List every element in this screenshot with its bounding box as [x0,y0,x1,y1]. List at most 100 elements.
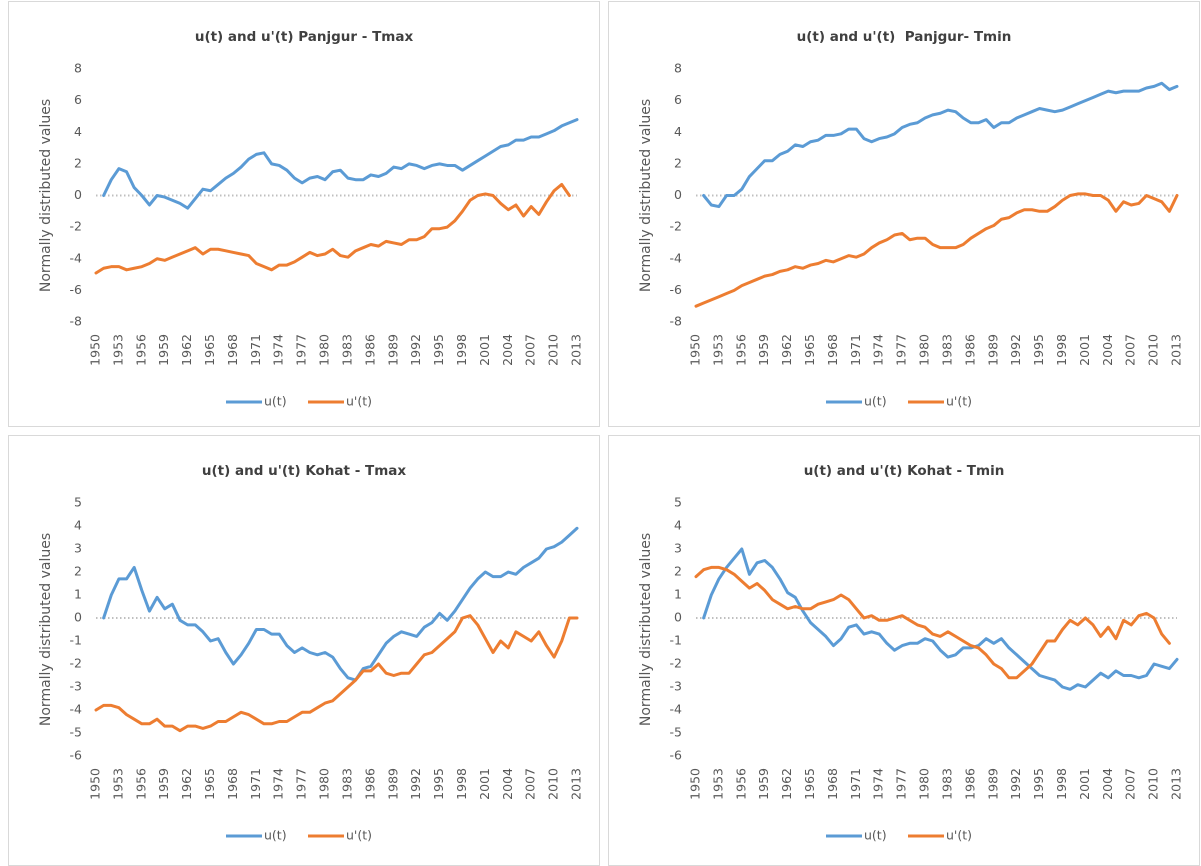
data-line [102,526,579,682]
x-tick-label: 1959 [156,334,171,366]
y-tick-label: 2 [674,155,682,170]
x-tick-label: 2004 [1100,768,1115,800]
y-axis-label: Normally distributed values [38,533,54,726]
x-tick-label: 1962 [779,334,794,366]
x-tick-label: 1968 [225,768,240,800]
y-tick-label: -6 [670,748,683,763]
x-tick-label: 1980 [317,768,332,800]
x-tick-label: 1980 [917,334,932,366]
y-tick-label: -4 [670,250,683,265]
y-tick-label: -4 [670,702,683,717]
x-tick-label: 1959 [756,768,771,800]
x-tick-label: 2001 [477,768,492,800]
legend-label: u'(t) [946,394,972,409]
x-tick-label: 1971 [248,768,263,800]
legend-label: u'(t) [346,394,372,409]
chart-title: u(t) and u'(t) Kohat - Tmin [804,463,1005,479]
data-line [702,81,1179,209]
x-tick-label: 1965 [202,768,217,800]
x-tick-label: 1956 [733,334,748,366]
panel-border [608,1,1200,427]
x-tick-label: 1989 [385,334,400,366]
x-tick-label: 2004 [500,768,515,800]
x-tick-label: 1950 [88,768,103,800]
y-tick-label: 4 [74,124,82,139]
y-tick-label: -1 [70,633,82,648]
x-tick-label: 1986 [962,334,977,366]
x-tick-label: 2004 [500,334,515,366]
y-tick-label: 6 [74,92,82,107]
panel-border [8,1,600,427]
x-tick-label: 1956 [133,768,148,800]
x-tick-label: 2007 [1123,768,1138,800]
x-tick-label: 2010 [546,768,561,800]
x-tick-label: 2010 [1146,334,1161,366]
x-tick-label: 1959 [156,768,171,800]
chart-panel: u(t) and u'(t) Kohat - Tmax Normally dist… [38,463,584,843]
y-tick-label: 1 [674,587,682,602]
data-line [94,182,571,275]
x-tick-label: 1977 [894,768,909,800]
x-tick-label: 1965 [202,334,217,366]
x-tick-label: 1983 [339,768,354,800]
x-tick-label: 2001 [477,334,492,366]
x-tick-label: 1971 [248,334,263,366]
y-tick-label: 4 [674,518,682,533]
y-tick-label: 5 [74,495,82,510]
y-tick-label: -3 [70,679,82,694]
y-tick-label: 8 [674,61,682,76]
x-tick-label: 2001 [1077,768,1092,800]
x-tick-label: 1977 [894,334,909,366]
chart-panel: u(t) and u'(t) Panjgur - Tmax Normally di… [38,29,584,409]
chart-title: u(t) and u'(t) Panjgur- Tmin [797,29,1012,45]
y-tick-label: -2 [70,656,82,671]
x-tick-label: 1965 [802,768,817,800]
chart-panel: u(t) and u'(t) Kohat - Tmin Normally dist… [638,463,1184,843]
legend-label: u'(t) [946,828,972,843]
x-tick-label: 1971 [848,334,863,366]
x-tick-label: 1983 [339,334,354,366]
x-tick-label: 1974 [871,334,886,366]
x-tick-label: 1992 [1008,334,1023,366]
x-tick-label: 1998 [1054,768,1069,800]
y-tick-label: -4 [70,702,83,717]
y-tick-label: -8 [670,314,683,329]
y-tick-label: 8 [74,61,82,76]
x-tick-label: 1959 [756,334,771,366]
x-tick-label: 1974 [871,768,886,800]
y-tick-label: -8 [70,314,83,329]
x-tick-label: 1986 [362,334,377,366]
x-tick-label: 1995 [431,768,446,800]
x-tick-label: 1962 [179,768,194,800]
x-tick-label: 2004 [1100,334,1115,366]
x-tick-label: 2013 [1169,334,1184,366]
x-tick-label: 1989 [985,768,1000,800]
x-tick-label: 2010 [546,334,561,366]
legend-label: u(t) [264,394,287,409]
legend-label: u(t) [264,828,287,843]
x-tick-label: 1995 [1031,768,1046,800]
x-tick-label: 1995 [1031,334,1046,366]
x-tick-label: 1986 [962,768,977,800]
y-tick-label: 5 [674,495,682,510]
y-axis-label: Normally distributed values [38,99,54,292]
y-tick-label: -2 [670,219,682,234]
x-tick-label: 2013 [1169,768,1184,800]
x-tick-label: 2007 [1123,334,1138,366]
x-tick-label: 1992 [408,768,423,800]
y-tick-label: 2 [74,564,82,579]
x-tick-label: 1998 [1054,334,1069,366]
y-tick-label: -2 [670,656,682,671]
x-tick-label: 1992 [1008,768,1023,800]
x-tick-label: 1953 [710,334,725,366]
panel-border [608,435,1200,866]
x-tick-label: 1983 [939,334,954,366]
y-tick-label: -6 [70,282,83,297]
y-tick-label: -5 [670,725,682,740]
y-tick-label: 3 [74,541,82,556]
x-tick-label: 1965 [802,334,817,366]
x-tick-label: 2013 [569,768,584,800]
data-line [702,547,1179,691]
x-tick-label: 1977 [294,334,309,366]
